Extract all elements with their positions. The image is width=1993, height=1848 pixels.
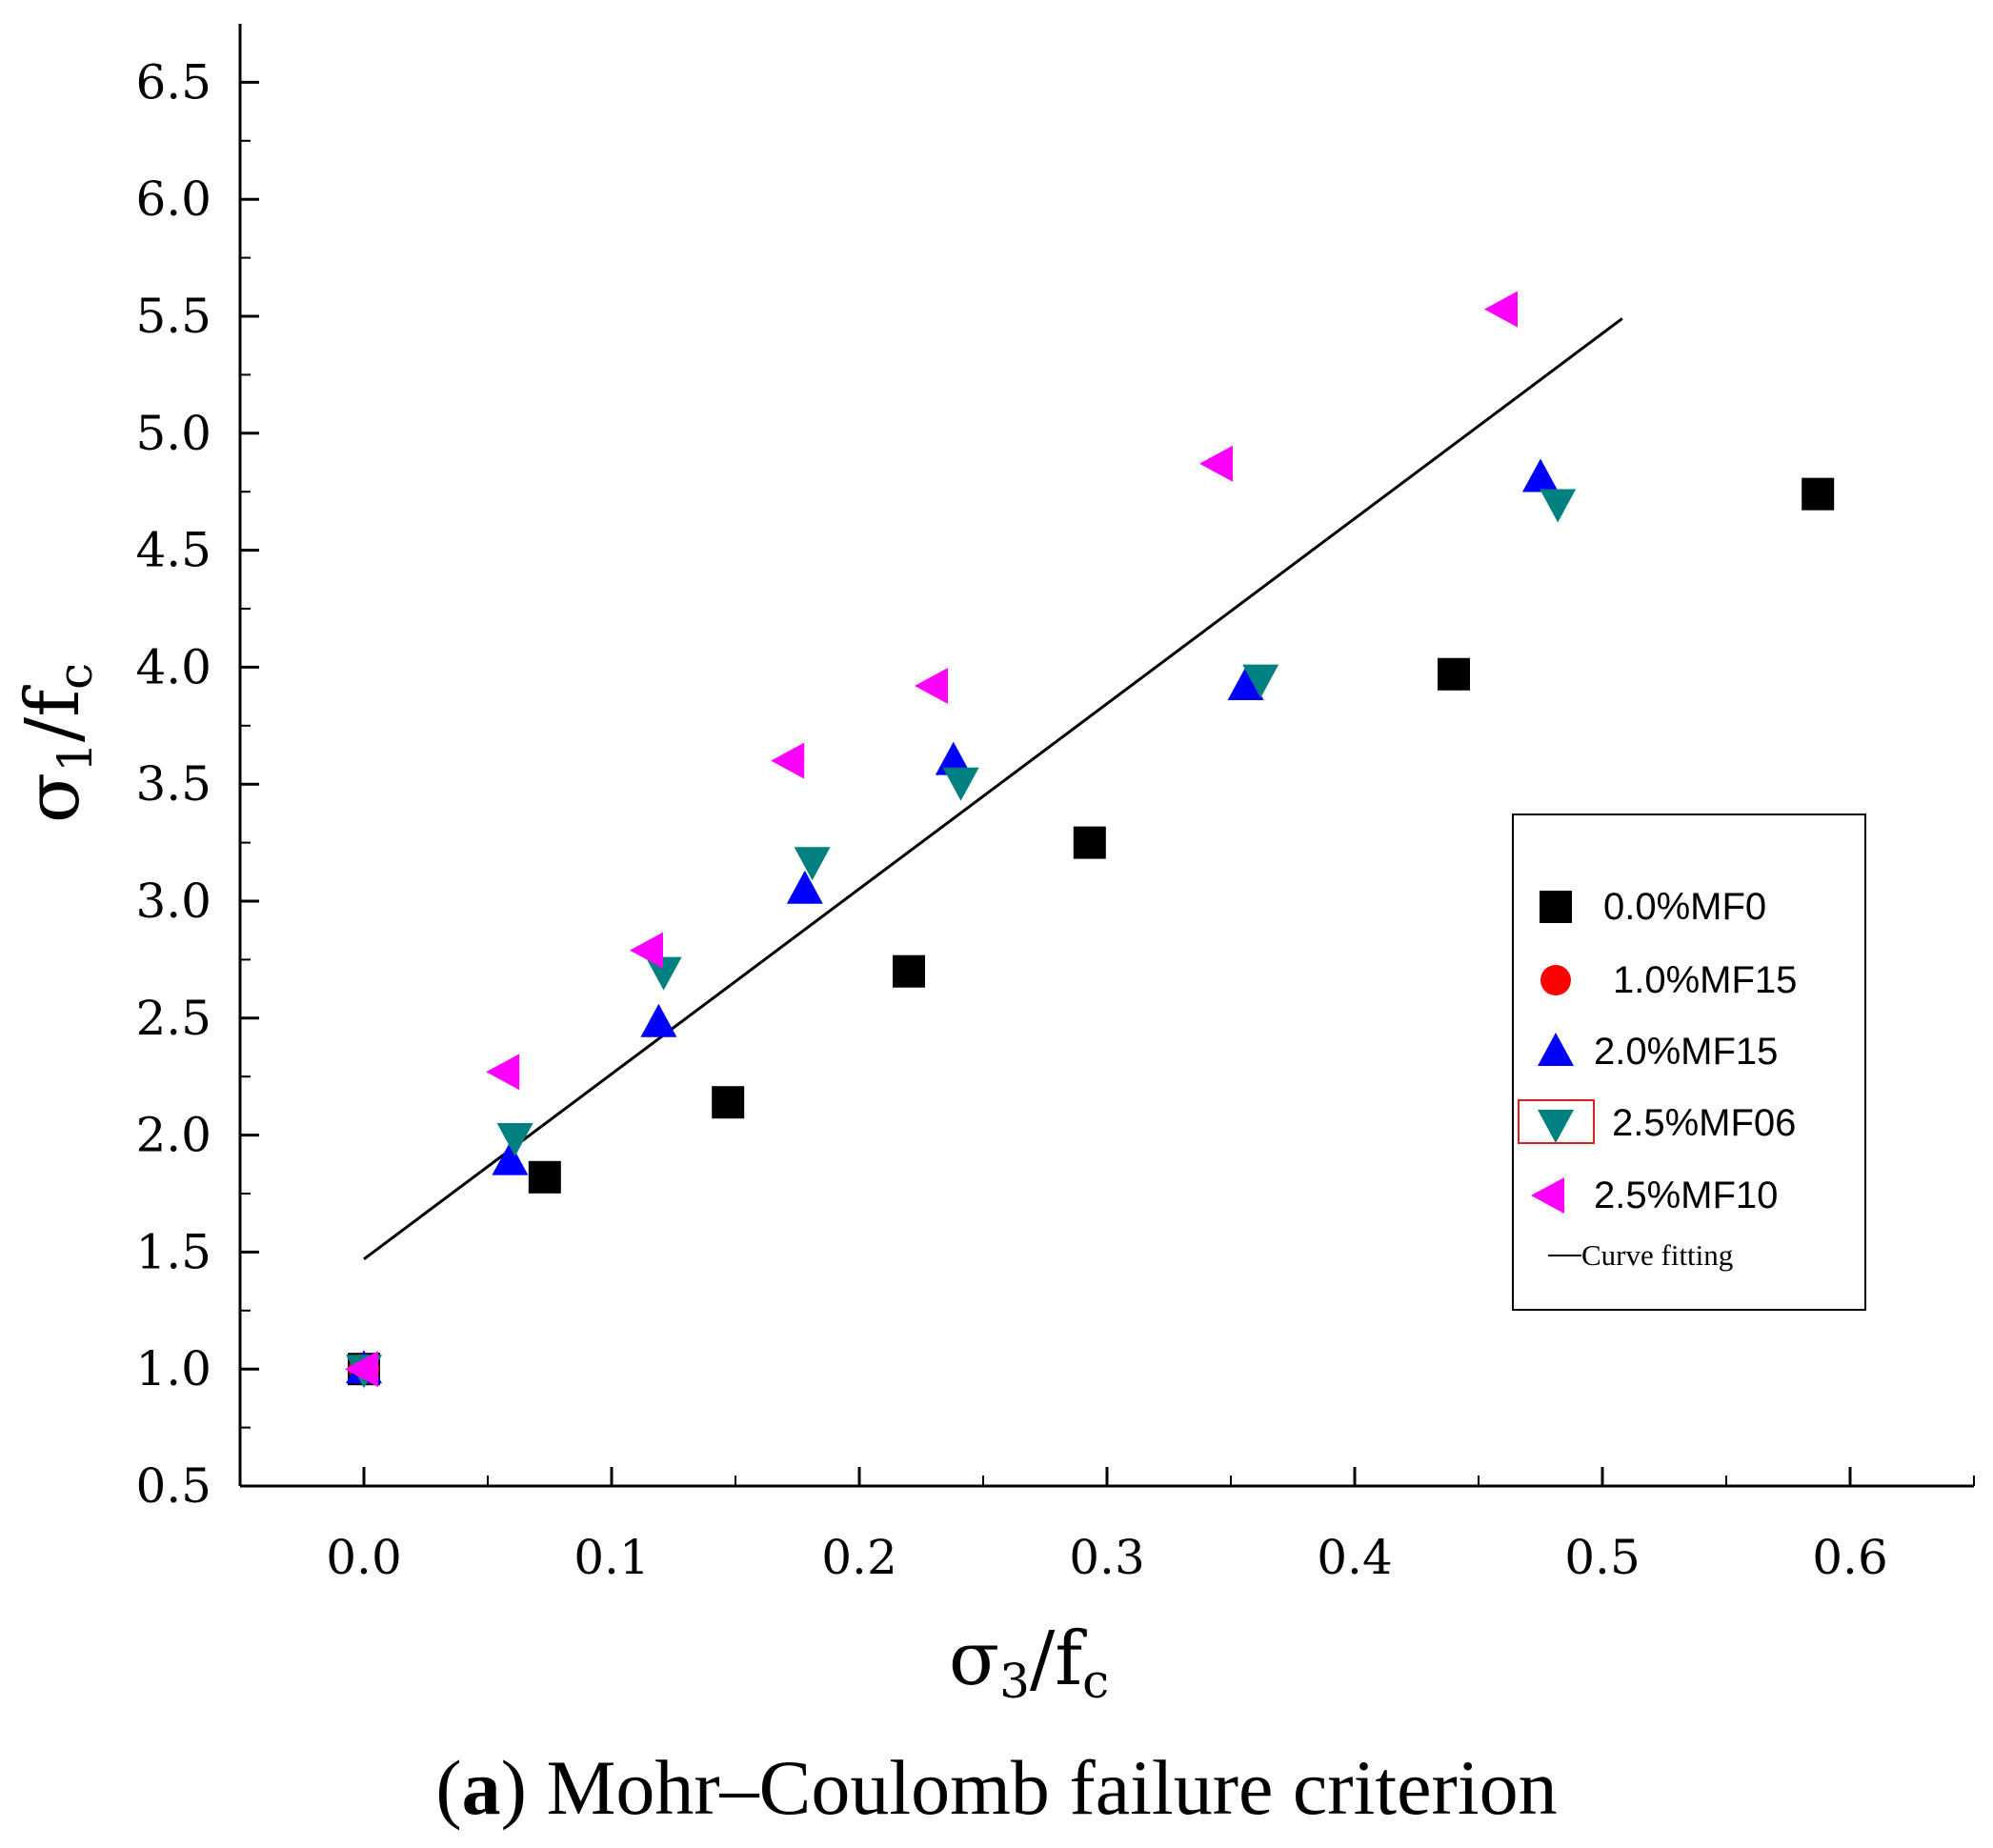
- x-tick-label: 0.6: [1812, 1530, 1888, 1585]
- legend-label-4: 2.5%MF10: [1594, 1175, 1778, 1216]
- y-axis-title: σ1/fc: [10, 663, 103, 823]
- data-point-0: [1073, 826, 1106, 859]
- x-tick-label: 0.5: [1564, 1530, 1641, 1585]
- data-point-2: [935, 741, 972, 775]
- legend-label-fit: Curve fitting: [1581, 1238, 1733, 1272]
- x-tick-label: 0.3: [1069, 1530, 1145, 1585]
- data-point-4: [771, 742, 805, 779]
- data-points: [345, 291, 1835, 1389]
- data-point-4: [1484, 291, 1518, 328]
- axes: 0.5 1.0 1.5 2.0 2.5 3.0 3.5 4.0 4.5 5.0 5.5 6.0 6.5 0…: [135, 24, 1975, 1585]
- caption-text: Mohr–Coulomb failure criterion: [546, 1744, 1558, 1831]
- data-point-4: [630, 932, 663, 969]
- x-tick-label: 0.0: [326, 1530, 402, 1585]
- caption-label: a: [461, 1744, 501, 1831]
- y-tick-label: 3.0: [135, 874, 211, 929]
- data-point-2: [1522, 458, 1559, 492]
- data-point-0: [528, 1160, 561, 1194]
- legend-marker-3: [1538, 1110, 1574, 1143]
- data-point-4: [486, 1054, 520, 1091]
- fit-line: [363, 317, 1623, 1260]
- data-point-4: [1199, 445, 1233, 482]
- data-point-3: [794, 847, 831, 881]
- data-point-0: [712, 1086, 745, 1119]
- data-point-0: [1438, 657, 1470, 691]
- y-tick-label: 2.5: [135, 991, 211, 1046]
- y-tick-label: 1.0: [135, 1341, 211, 1396]
- y-tick-label: 2.0: [135, 1108, 211, 1163]
- y-tick-label: 6.0: [135, 171, 211, 227]
- y-tick-label: 4.5: [135, 523, 211, 578]
- legend-highlight-box: [1518, 1099, 1595, 1144]
- legend-marker-2: [1538, 1033, 1574, 1066]
- data-point-2: [640, 1003, 677, 1037]
- data-point-2: [1227, 667, 1264, 701]
- data-point-3: [645, 956, 682, 991]
- data-point-4: [345, 1351, 378, 1388]
- legend: 0.0%MF0 1.0%MF15 2.0%MF15 2.5%MF06 2.5%M…: [1512, 814, 1866, 1311]
- data-point-0: [1802, 477, 1835, 511]
- data-point-2: [492, 1141, 529, 1175]
- x-tick-label: 0.4: [1317, 1530, 1393, 1585]
- figure-caption: (a) Mohr–Coulomb failure criterion: [435, 1744, 1558, 1831]
- legend-marker-4: [1531, 1177, 1564, 1214]
- data-point-3: [1242, 664, 1279, 698]
- y-tick-label: 4.0: [135, 639, 211, 694]
- data-point-2: [786, 870, 823, 904]
- data-point-0: [893, 954, 925, 988]
- fit-line-group: [363, 317, 1623, 1260]
- y-tick-label: 6.5: [135, 54, 211, 110]
- data-point-3: [942, 767, 979, 801]
- data-point-3: [496, 1123, 533, 1157]
- legend-label-1: 1.0%MF15: [1613, 959, 1797, 1001]
- y-tick-label: 5.0: [135, 406, 211, 461]
- legend-label-2: 2.0%MF15: [1594, 1031, 1778, 1073]
- y-tick-label: 0.5: [135, 1458, 211, 1514]
- y-tick-label: 3.5: [135, 756, 211, 812]
- x-tick-label: 0.1: [574, 1530, 650, 1585]
- y-tick-label: 1.5: [135, 1224, 211, 1279]
- legend-label-0: 0.0%MF0: [1603, 886, 1766, 928]
- legend-label-3: 2.5%MF06: [1612, 1102, 1796, 1144]
- legend-markers: [1531, 891, 1574, 1214]
- data-point-4: [915, 668, 948, 705]
- x-axis-title: σ3/fc: [949, 1617, 1109, 1709]
- x-tick-label: 0.2: [821, 1530, 897, 1585]
- y-tick-label: 5.5: [135, 289, 211, 344]
- legend-marker-1: [1540, 965, 1571, 995]
- legend-marker-0: [1540, 891, 1572, 923]
- data-point-3: [1540, 489, 1577, 523]
